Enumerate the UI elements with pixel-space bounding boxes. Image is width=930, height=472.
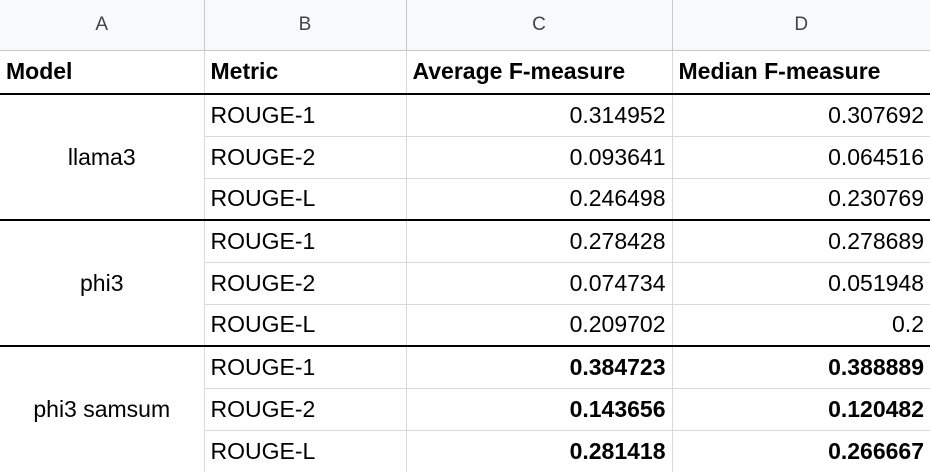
cell-median[interactable]: 0.388889 — [672, 346, 930, 389]
cell-metric[interactable]: ROUGE-L — [204, 430, 407, 472]
cell-median[interactable]: 0.278689 — [672, 220, 930, 263]
table-row: ROUGE-2 0.093641 0.064516 — [0, 136, 930, 179]
cell-avg[interactable]: 0.384723 — [406, 346, 673, 389]
cell-median[interactable]: 0.120482 — [672, 388, 930, 431]
cell-avg[interactable]: 0.209702 — [406, 304, 673, 347]
column-header-c[interactable]: C — [406, 0, 673, 51]
cell-metric[interactable]: ROUGE-2 — [204, 388, 407, 431]
cell-model[interactable]: llama3 — [0, 94, 205, 221]
cell-avg[interactable]: 0.246498 — [406, 178, 673, 221]
cell-metric[interactable]: ROUGE-2 — [204, 136, 407, 179]
cell-avg[interactable]: 0.314952 — [406, 94, 673, 137]
table-row: phi3 samsum ROUGE-1 0.384723 0.388889 — [0, 346, 930, 472]
cell-metric[interactable]: ROUGE-2 — [204, 262, 407, 305]
table-row: ROUGE-L 0.246498 0.230769 — [0, 178, 930, 221]
cell-header-avg[interactable]: Average F-measure — [406, 50, 673, 95]
cell-metric[interactable]: ROUGE-1 — [204, 346, 407, 389]
cell-metric[interactable]: ROUGE-1 — [204, 94, 407, 137]
cell-metric[interactable]: ROUGE-L — [204, 304, 407, 347]
column-header-d[interactable]: D — [672, 0, 930, 51]
cell-avg[interactable]: 0.281418 — [406, 430, 673, 472]
table-row: ROUGE-2 0.074734 0.051948 — [0, 262, 930, 305]
cell-median[interactable]: 0.051948 — [672, 262, 930, 305]
table-row: phi3 ROUGE-1 0.278428 0.278689 — [0, 220, 930, 347]
cell-median[interactable]: 0.2 — [672, 304, 930, 347]
column-header-b[interactable]: B — [204, 0, 407, 51]
cell-median[interactable]: 0.230769 — [672, 178, 930, 221]
column-header-a[interactable]: A — [0, 0, 205, 51]
cell-header-median[interactable]: Median F-measure — [672, 50, 930, 95]
column-header-row: A B C D — [0, 0, 930, 51]
cell-avg[interactable]: 0.074734 — [406, 262, 673, 305]
cell-avg[interactable]: 0.143656 — [406, 388, 673, 431]
cell-header-metric[interactable]: Metric — [204, 50, 407, 95]
table-row: ROUGE-L 0.281418 0.266667 — [0, 430, 930, 472]
cell-avg[interactable]: 0.278428 — [406, 220, 673, 263]
cell-metric[interactable]: ROUGE-1 — [204, 220, 407, 263]
cell-avg[interactable]: 0.093641 — [406, 136, 673, 179]
cell-median[interactable]: 0.307692 — [672, 94, 930, 137]
cell-model[interactable]: phi3 — [0, 220, 205, 347]
cell-model[interactable]: phi3 samsum — [0, 346, 205, 472]
table-row: llama3 ROUGE-1 0.314952 0.307692 — [0, 94, 930, 221]
table-row: ROUGE-L 0.209702 0.2 — [0, 304, 930, 347]
cell-median[interactable]: 0.266667 — [828, 437, 924, 464]
cell-header-model[interactable]: Model — [0, 50, 205, 95]
cell-median[interactable]: 0.064516 — [672, 136, 930, 179]
cell-metric[interactable]: ROUGE-L — [204, 178, 407, 221]
table-header-row: Model Metric Average F-measure Median F-… — [0, 50, 930, 95]
table-row: ROUGE-2 0.143656 0.120482 — [0, 388, 930, 431]
